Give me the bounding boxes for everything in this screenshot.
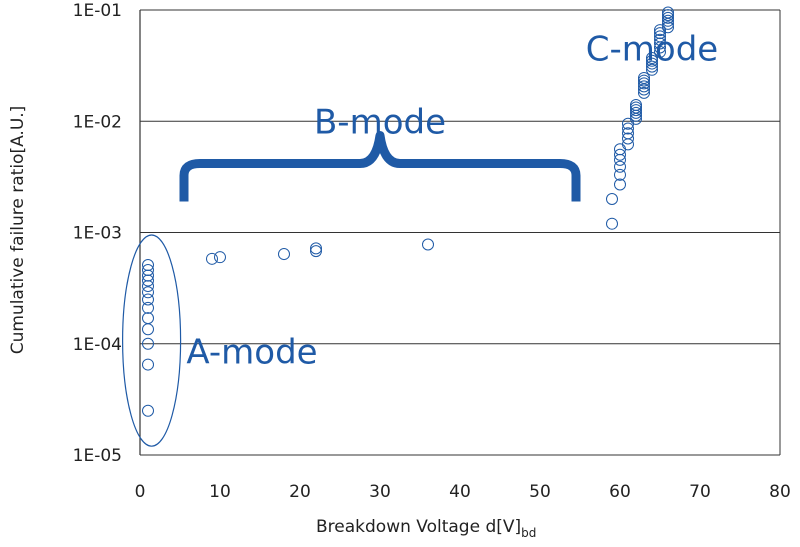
data-point-36 — [630, 101, 642, 114]
data-point-22 — [614, 168, 626, 181]
plot-frame — [139, 10, 781, 455]
data-point-49 — [654, 45, 666, 58]
y-tick-label-1E-05: 1E-05 — [73, 446, 122, 466]
data-point-7 — [142, 286, 154, 299]
x-tick-labels: 0 10 20 30 40 50 60 70 80 — [135, 482, 791, 502]
data-point-0 — [142, 404, 154, 417]
data-point-21 — [614, 178, 626, 191]
data-point-16 — [310, 245, 322, 258]
x-axis-title-subscript: bd — [521, 526, 536, 540]
data-point-58 — [662, 14, 674, 27]
data-point-53 — [654, 30, 666, 43]
data-point-41 — [638, 77, 650, 90]
x-axis-title-main: Breakdown Voltage d[V] — [316, 517, 521, 537]
data-point-48 — [646, 52, 658, 65]
data-point-5 — [142, 301, 154, 314]
data-point-38 — [638, 86, 650, 99]
data-point-54 — [654, 27, 666, 40]
data-point-30 — [622, 122, 634, 135]
data-point-11 — [142, 264, 154, 277]
data-point-1 — [142, 358, 154, 371]
b-mode-bracket — [179, 131, 581, 202]
grid-lines — [140, 9, 780, 456]
data-point-46 — [646, 57, 658, 70]
x-tick-label-50: 50 — [529, 482, 551, 502]
data-point-39 — [638, 83, 650, 96]
data-point-43 — [638, 71, 650, 84]
data-point-42 — [638, 74, 650, 87]
data-point-34 — [630, 106, 642, 119]
data-point-13 — [206, 252, 218, 265]
data-point-14 — [214, 251, 226, 264]
data-point-3 — [142, 323, 154, 336]
x-tick-label-30: 30 — [369, 482, 391, 502]
data-point-19 — [606, 217, 618, 230]
x-axis-title: Breakdown Voltage d[V]bd — [316, 517, 536, 540]
data-point-37 — [630, 98, 642, 111]
data-point-47 — [646, 54, 658, 67]
data-point-23 — [614, 160, 626, 173]
data-point-60 — [662, 9, 674, 22]
data-point-4 — [142, 312, 154, 325]
x-tick-label-0: 0 — [135, 482, 146, 502]
y-tick-label-1E-01: 1E-01 — [73, 1, 122, 21]
data-point-28 — [622, 132, 634, 145]
data-point-35 — [630, 104, 642, 117]
data-point-17 — [310, 242, 322, 255]
b-mode-label: B-mode — [314, 102, 446, 142]
data-point-32 — [630, 112, 642, 125]
data-point-51 — [654, 37, 666, 50]
a-mode-ellipse — [122, 234, 182, 447]
x-tick-label-20: 20 — [289, 482, 311, 502]
data-point-8 — [142, 280, 154, 293]
c-mode-label: C-mode — [586, 30, 718, 70]
a-mode-label: A-mode — [186, 333, 317, 373]
y-tick-labels: 1E-05 1E-04 1E-03 1E-02 1E-01 — [73, 1, 122, 466]
data-point-61 — [662, 6, 674, 19]
data-point-6 — [142, 293, 154, 306]
data-point-40 — [638, 80, 650, 93]
data-point-44 — [646, 63, 658, 76]
data-point-15 — [278, 248, 290, 261]
y-tick-label-1E-03: 1E-03 — [73, 224, 122, 244]
data-point-29 — [622, 127, 634, 140]
data-point-18 — [422, 238, 434, 251]
data-point-20 — [606, 193, 618, 206]
data-points — [142, 6, 674, 417]
data-point-45 — [646, 60, 658, 73]
data-point-56 — [662, 21, 674, 34]
y-axis-title: Cumulative failure ratio[A.U.] — [8, 106, 28, 355]
y-tick-label-1E-02: 1E-02 — [73, 112, 122, 132]
y-tick-label-1E-04: 1E-04 — [73, 335, 122, 355]
data-point-55 — [654, 24, 666, 37]
data-point-52 — [654, 33, 666, 46]
data-point-2 — [142, 337, 154, 350]
x-tick-label-80: 80 — [769, 482, 791, 502]
data-point-59 — [662, 11, 674, 24]
x-tick-label-70: 70 — [689, 482, 711, 502]
x-tick-label-10: 10 — [209, 482, 231, 502]
data-point-25 — [614, 148, 626, 161]
x-tick-label-40: 40 — [449, 482, 471, 502]
annotations: A-mode B-mode C-mode — [122, 30, 718, 447]
data-point-12 — [142, 259, 154, 272]
x-tick-label-60: 60 — [609, 482, 631, 502]
